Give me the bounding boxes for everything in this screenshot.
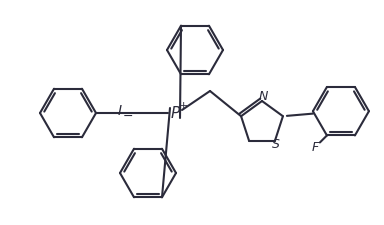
Text: +: +: [178, 101, 188, 111]
Text: S: S: [272, 138, 280, 151]
Text: N: N: [258, 90, 268, 103]
Text: P: P: [170, 106, 180, 121]
Text: F: F: [311, 141, 319, 154]
Text: I: I: [118, 104, 122, 118]
Text: −: −: [123, 110, 133, 122]
